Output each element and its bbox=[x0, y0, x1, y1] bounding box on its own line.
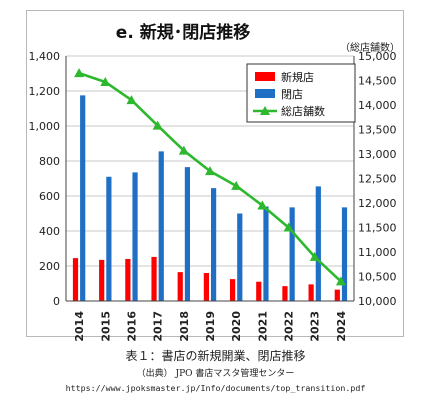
y-right-tick-label: 10,000 bbox=[358, 295, 397, 308]
caption-url: https://www.jpoksmaster.jp/Info/document… bbox=[65, 383, 366, 393]
point-total-2024 bbox=[335, 276, 346, 286]
bar-closed-2018 bbox=[184, 167, 191, 301]
bars-layer bbox=[72, 95, 348, 301]
point-total-2018 bbox=[178, 145, 189, 155]
x-tick-label: 2015 bbox=[99, 311, 112, 342]
point-total-2021 bbox=[257, 200, 268, 210]
bar-closed-2020 bbox=[237, 213, 243, 301]
y-left-tick-label: 200 bbox=[39, 260, 60, 273]
bar-new-2018 bbox=[177, 272, 183, 301]
y-right-tick-label: 11,500 bbox=[358, 222, 397, 235]
point-total-2016 bbox=[126, 95, 137, 105]
x-tick-label: 2022 bbox=[283, 311, 296, 342]
x-tick-label: 2016 bbox=[125, 311, 138, 342]
point-total-2014 bbox=[74, 68, 85, 78]
y-right-tick-label: 13,500 bbox=[358, 124, 397, 137]
y-right-tick-label: 14,500 bbox=[358, 75, 397, 88]
legend-marker-total bbox=[260, 106, 270, 115]
bar-new-2023 bbox=[308, 284, 314, 301]
y-left-tick-label: 600 bbox=[39, 190, 60, 203]
bar-new-2019 bbox=[203, 273, 209, 301]
x-tick-label: 2018 bbox=[178, 311, 191, 342]
y-left-tick-label: 400 bbox=[39, 225, 60, 238]
legend-label-closed: 閉店 bbox=[281, 87, 303, 101]
bar-new-2016 bbox=[125, 259, 131, 301]
y-right-tick-label: 10,500 bbox=[358, 271, 397, 284]
legend-label-total: 総店舗数 bbox=[281, 104, 325, 118]
bar-closed-2019 bbox=[211, 188, 217, 301]
chart-title: e. 新規･閉店推移 bbox=[116, 22, 250, 43]
bar-new-2020 bbox=[229, 279, 236, 301]
x-tick-label: 2024 bbox=[335, 311, 348, 342]
point-total-2023 bbox=[309, 251, 320, 261]
x-tick-label: 2021 bbox=[256, 311, 269, 342]
x-tick-label: 2014 bbox=[73, 311, 86, 342]
bar-closed-2014 bbox=[80, 95, 86, 301]
y-left-tick-label: 800 bbox=[39, 155, 60, 168]
bar-new-2015 bbox=[99, 259, 105, 301]
x-tick-label: 2019 bbox=[204, 311, 217, 342]
y-left-tick-label: 1,400 bbox=[29, 50, 61, 63]
bar-closed-2024 bbox=[341, 207, 348, 301]
bar-new-2017 bbox=[151, 256, 157, 301]
y-right-tick-label: 13,000 bbox=[358, 148, 397, 161]
legend-swatch-new bbox=[255, 72, 275, 81]
point-total-2019 bbox=[205, 166, 215, 176]
bar-closed-2021 bbox=[263, 206, 269, 301]
legend-label-new: 新規店 bbox=[281, 70, 314, 84]
y-left-tick-label: 1,000 bbox=[29, 120, 61, 133]
bar-closed-2017 bbox=[158, 151, 164, 301]
caption-source: （出典） JPO 書店マスタ管理センター bbox=[136, 369, 295, 379]
legend-swatch-closed bbox=[255, 89, 275, 98]
chart: e. 新規･閉店推移 （総店舗数） 0 200 400 600 800 1,000 1,20… bbox=[29, 22, 401, 342]
y-right-tick-label: 15,000 bbox=[358, 50, 397, 63]
bar-new-2014 bbox=[72, 258, 79, 301]
axes-layer: 0 200 400 600 800 1,000 1,200 1,400 10,000 10,500… bbox=[29, 50, 397, 342]
y-right-tick-label: 12,000 bbox=[358, 197, 397, 210]
y-left-tick-label: 1,200 bbox=[29, 85, 61, 98]
bar-closed-2023 bbox=[315, 186, 321, 301]
bar-new-2022 bbox=[282, 286, 288, 301]
bar-closed-2022 bbox=[289, 207, 295, 301]
y-left-tick-label: 0 bbox=[53, 295, 60, 308]
point-total-2015 bbox=[100, 76, 111, 86]
y-right-tick-label: 11,000 bbox=[358, 246, 397, 259]
line-layer bbox=[74, 68, 346, 286]
bar-new-2021 bbox=[256, 281, 262, 301]
point-total-2020 bbox=[231, 180, 242, 190]
point-total-2017 bbox=[152, 120, 163, 130]
x-tick-label: 2020 bbox=[230, 311, 243, 342]
bar-new-2024 bbox=[334, 289, 340, 301]
x-tick-label: 2023 bbox=[309, 311, 322, 342]
bar-closed-2016 bbox=[132, 172, 138, 301]
y-right-tick-label: 12,500 bbox=[358, 173, 397, 186]
right-axis-label: （総店舗数） bbox=[340, 41, 400, 54]
point-total-2022 bbox=[283, 222, 294, 232]
bar-closed-2015 bbox=[106, 176, 112, 301]
y-right-tick-label: 14,000 bbox=[358, 99, 397, 112]
caption-title: 表１：書店の新規開業、閉店推移 bbox=[125, 349, 306, 363]
x-tick-label: 2017 bbox=[152, 311, 165, 342]
